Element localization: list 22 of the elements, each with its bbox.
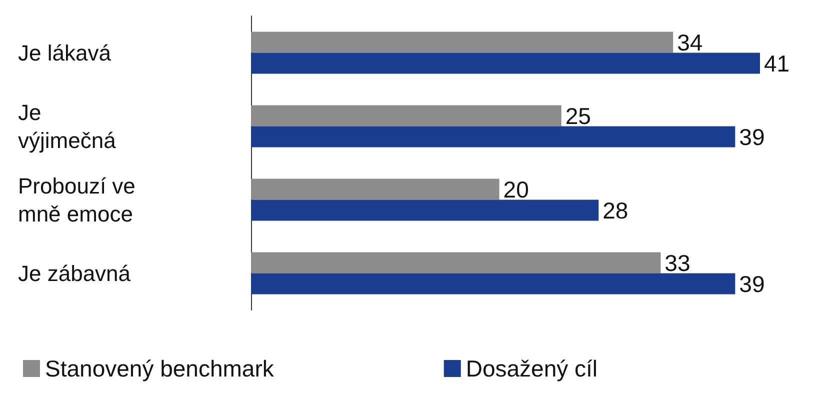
bar — [251, 52, 760, 74]
data-label: 33 — [664, 250, 690, 276]
legend-label: Dosažený cíl — [466, 356, 598, 382]
data-label: 41 — [764, 50, 790, 76]
bar — [251, 126, 736, 148]
bar — [251, 200, 599, 221]
y-tick-label: Je výjimečná — [18, 100, 117, 153]
legend-label: Stanovený benchmark — [45, 356, 274, 382]
data-label: 25 — [565, 102, 591, 129]
bar — [251, 252, 661, 274]
bar — [251, 105, 562, 126]
data-label: 39 — [739, 270, 765, 297]
y-tick-label: Je lákavá — [18, 40, 112, 66]
bar — [251, 273, 736, 294]
bar — [251, 178, 500, 200]
data-label: 20 — [503, 176, 529, 202]
data-label: 39 — [739, 124, 765, 150]
bar — [251, 32, 674, 53]
y-tick-label: Je zábavná — [18, 260, 132, 286]
data-label: 28 — [602, 197, 628, 224]
data-label: 34 — [677, 29, 703, 56]
y-tick-label: Probouzí ve mně emoce — [18, 173, 142, 226]
